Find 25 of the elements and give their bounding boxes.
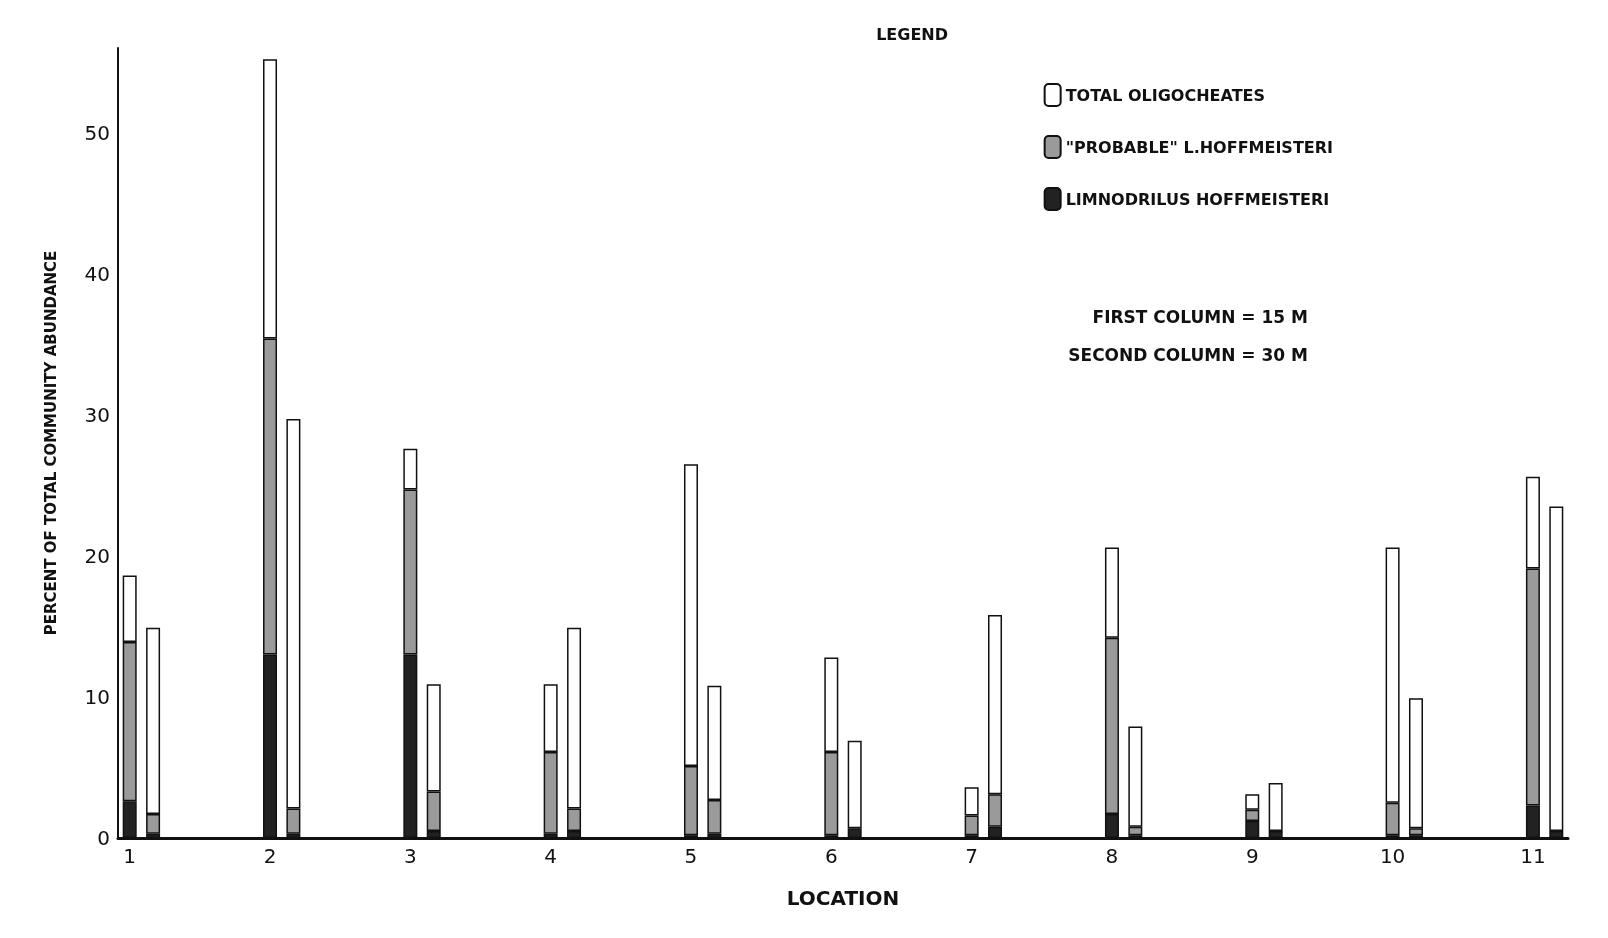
x-tick-label: 1 [123,844,137,868]
y-tick-label: 30 [84,402,110,427]
x-tick-label: 3 [403,844,417,868]
legend-title: LEGEND [876,24,948,44]
y-tick-label: 20 [84,543,110,568]
x-tick-label: 7 [965,844,978,868]
y-axis-title: PERCENT OF TOTAL COMMUNITY ABUNDANCE [41,250,60,636]
x-tick-label: 8 [1105,844,1119,868]
x-tick-label: 9 [1245,844,1259,868]
x-tick-label: 10 [1379,844,1406,868]
legend-label: LIMNODRILUS HOFFMEISTERI [1065,189,1330,209]
x-tick-label: 6 [824,844,838,868]
annotation: FIRST COLUMN = 15 M [1092,306,1309,327]
legend-label: TOTAL OLIGOCHEATES [1065,85,1266,105]
x-tick-label: 5 [684,844,698,868]
y-tick-label: 40 [84,261,110,286]
x-axis-title: LOCATION [786,886,900,910]
annotation: SECOND COLUMN = 30 M [1068,344,1308,365]
y-tick-label: 0 [97,826,110,850]
x-tick-label: 4 [544,844,558,868]
y-tick-label: 50 [84,120,110,145]
x-tick-label: 2 [263,844,277,868]
y-tick-label: 10 [84,684,110,709]
x-tick-label: 11 [1520,844,1546,868]
legend-label: "PROBABLE" L.HOFFMEISTERI [1065,137,1333,157]
